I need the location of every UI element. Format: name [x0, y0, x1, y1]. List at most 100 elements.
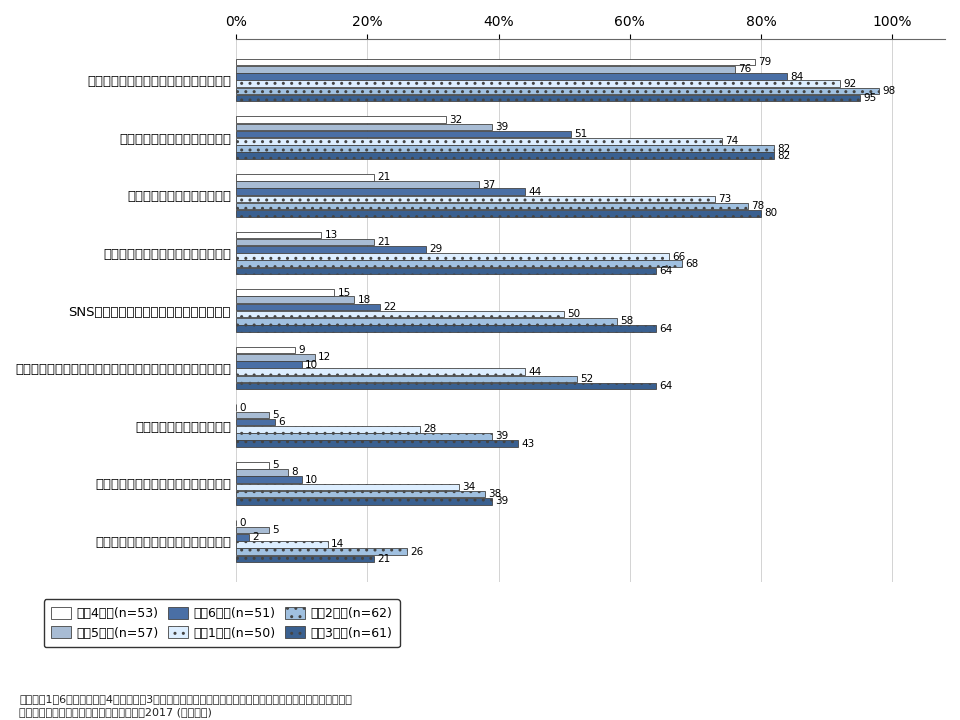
Bar — [236, 318, 616, 325]
Bar — [236, 469, 288, 476]
Text: 21: 21 — [377, 237, 391, 247]
Bar — [236, 289, 334, 296]
Text: 76: 76 — [738, 64, 752, 74]
Text: 39: 39 — [495, 431, 509, 441]
Bar — [236, 189, 525, 195]
Bar — [236, 253, 669, 260]
Text: 12: 12 — [318, 352, 331, 362]
Text: 14: 14 — [331, 539, 345, 549]
Text: 0: 0 — [239, 518, 246, 528]
Bar — [236, 477, 301, 483]
Text: 44: 44 — [528, 186, 541, 197]
Bar — [236, 261, 683, 267]
Text: 98: 98 — [882, 86, 896, 96]
Text: 38: 38 — [489, 489, 502, 499]
Text: 0: 0 — [239, 402, 246, 413]
Bar — [236, 268, 656, 274]
Bar — [236, 383, 656, 390]
Bar — [236, 174, 373, 181]
Bar — [236, 239, 373, 246]
Bar — [236, 541, 327, 548]
Bar — [236, 433, 492, 440]
Text: 15: 15 — [338, 287, 351, 297]
Text: 出所：子どものケータイ利用に関する調査2017 (訪問面接): 出所：子どものケータイ利用に関する調査2017 (訪問面接) — [19, 707, 212, 717]
Bar — [236, 325, 656, 332]
Bar — [236, 527, 269, 534]
Bar — [236, 196, 715, 202]
Bar — [236, 153, 775, 159]
Text: 78: 78 — [752, 201, 764, 211]
Bar — [236, 534, 249, 541]
Bar — [236, 491, 486, 498]
Bar — [236, 131, 571, 138]
Text: 95: 95 — [863, 93, 876, 103]
Legend: 小学4年生(n=53), 小学5年生(n=57), 小学6年生(n=51), 中学1年生(n=50), 中学2年生(n=62), 中学3年生(n=61): 小学4年生(n=53), 小学5年生(n=57), 小学6年生(n=51), 中… — [43, 600, 399, 647]
Text: 2: 2 — [252, 532, 259, 542]
Bar — [236, 246, 426, 253]
Bar — [236, 304, 380, 310]
Bar — [236, 484, 459, 490]
Bar — [236, 145, 775, 152]
Text: 52: 52 — [581, 374, 594, 384]
Text: 10: 10 — [305, 474, 318, 485]
Bar — [236, 297, 354, 303]
Bar — [236, 462, 269, 469]
Bar — [236, 124, 492, 130]
Text: 44: 44 — [528, 366, 541, 377]
Bar — [236, 419, 276, 426]
Bar — [236, 181, 479, 188]
Text: 5: 5 — [272, 525, 278, 535]
Bar — [236, 347, 295, 354]
Text: 82: 82 — [778, 143, 791, 153]
Text: 注：関東1都6県在住の小学4年生～中学3年生が回答。「わからない・答えたくない」とした回答者は除く。: 注：関東1都6県在住の小学4年生～中学3年生が回答。「わからない・答えたくない」… — [19, 694, 352, 704]
Text: 79: 79 — [757, 57, 771, 67]
Bar — [236, 66, 735, 73]
Text: 5: 5 — [272, 460, 278, 470]
Text: 32: 32 — [449, 114, 463, 125]
Bar — [236, 426, 420, 433]
Text: 80: 80 — [764, 208, 778, 218]
Text: 92: 92 — [843, 78, 856, 89]
Bar — [236, 73, 787, 80]
Text: 37: 37 — [482, 179, 495, 189]
Bar — [236, 117, 446, 123]
Text: 84: 84 — [791, 71, 804, 81]
Bar — [236, 232, 322, 238]
Bar — [236, 81, 840, 87]
Text: 5: 5 — [272, 410, 278, 420]
Text: 58: 58 — [620, 316, 634, 326]
Text: 50: 50 — [567, 309, 581, 319]
Text: 21: 21 — [377, 172, 391, 182]
Text: 73: 73 — [718, 194, 732, 204]
Text: 9: 9 — [299, 345, 305, 355]
Bar — [236, 88, 879, 94]
Bar — [236, 441, 518, 447]
Text: 34: 34 — [463, 482, 475, 492]
Text: 39: 39 — [495, 122, 509, 132]
Text: 10: 10 — [305, 359, 318, 369]
Bar — [236, 361, 301, 368]
Bar — [236, 354, 315, 361]
Bar — [236, 95, 859, 102]
Bar — [236, 369, 525, 375]
Bar — [236, 311, 564, 318]
Bar — [236, 376, 577, 382]
Text: 82: 82 — [778, 150, 791, 161]
Bar — [236, 549, 407, 555]
Bar — [236, 59, 755, 66]
Bar — [236, 203, 748, 210]
Text: 74: 74 — [725, 136, 738, 146]
Text: 66: 66 — [673, 251, 685, 261]
Text: 26: 26 — [410, 546, 423, 557]
Bar — [236, 138, 722, 145]
Bar — [236, 556, 373, 562]
Text: 22: 22 — [384, 302, 396, 312]
Bar — [236, 412, 269, 418]
Text: 39: 39 — [495, 496, 509, 506]
Text: 68: 68 — [685, 258, 699, 269]
Text: 51: 51 — [574, 129, 588, 139]
Text: 64: 64 — [660, 266, 673, 276]
Text: 6: 6 — [278, 417, 285, 427]
Bar — [236, 210, 761, 217]
Text: 64: 64 — [660, 323, 673, 333]
